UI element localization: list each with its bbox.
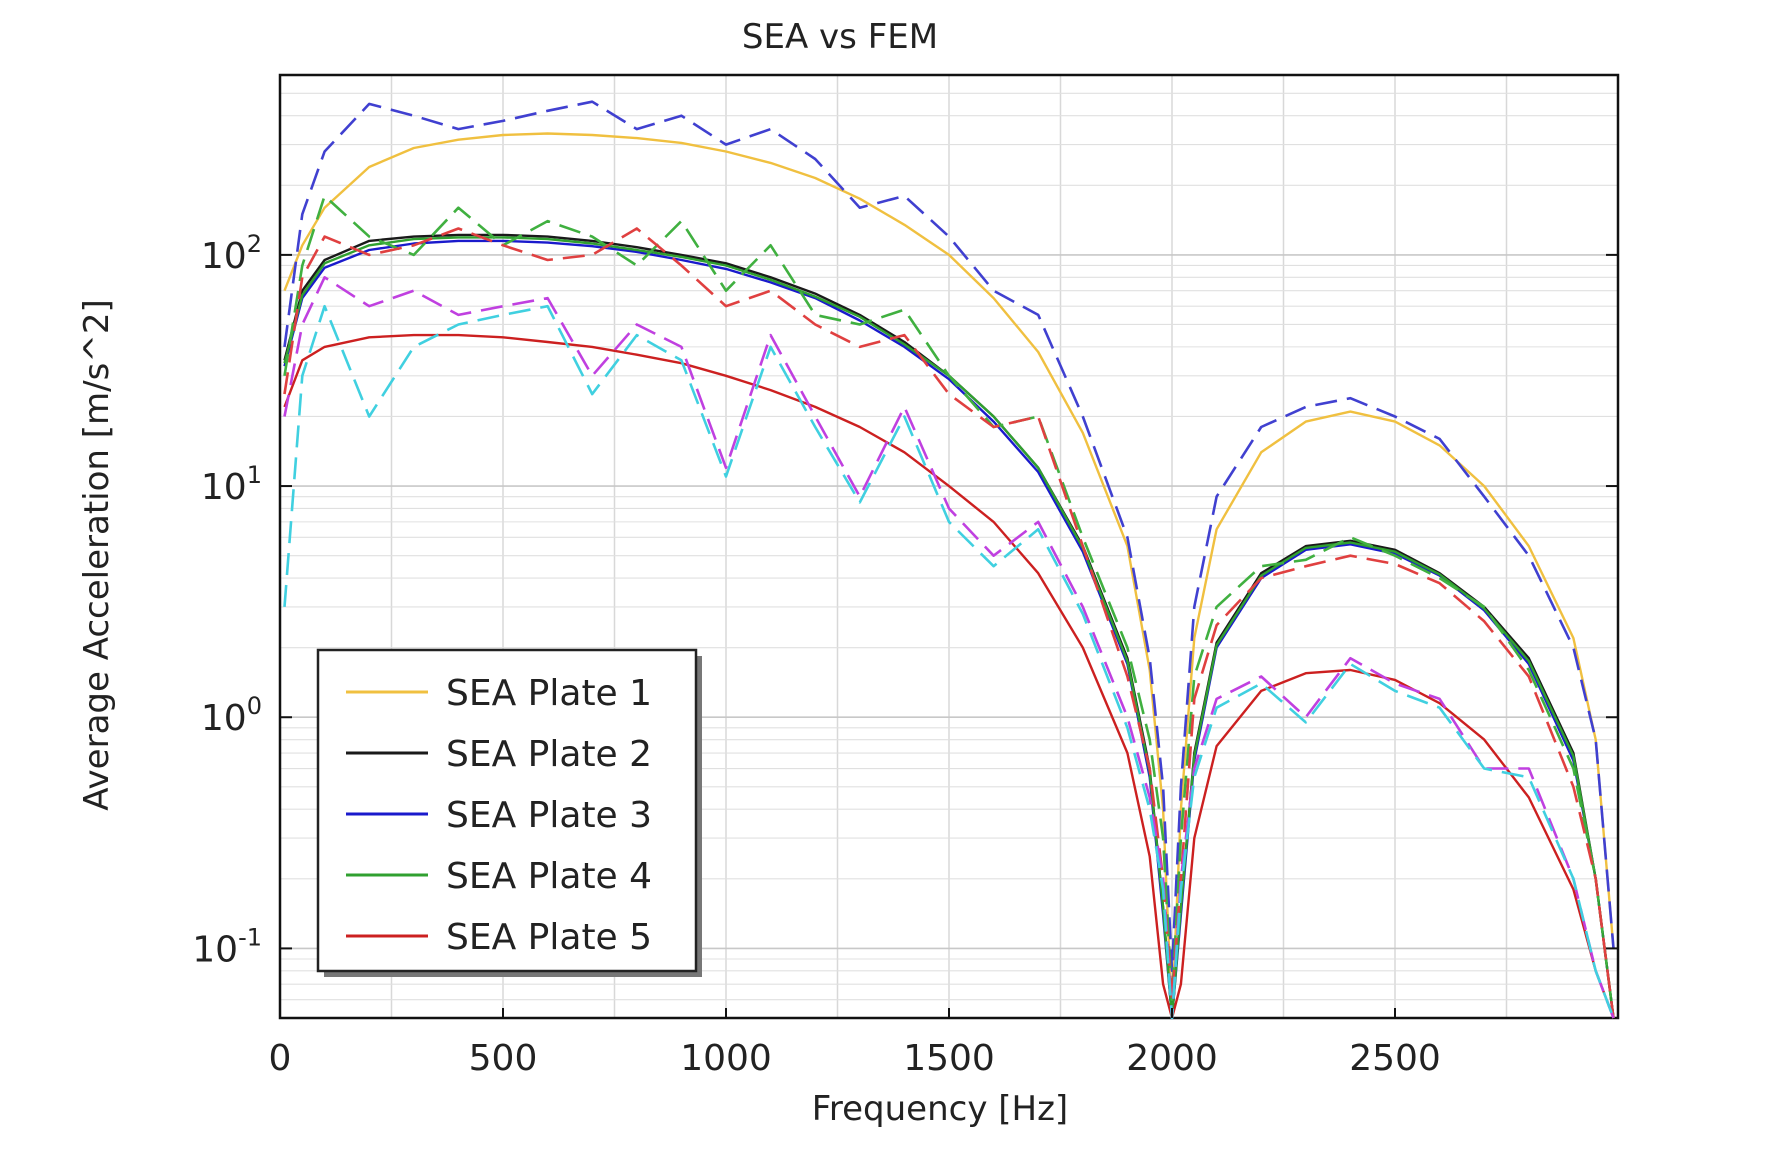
legend-entry: SEA Plate 4 [446, 856, 652, 897]
legend-entry: SEA Plate 5 [446, 917, 652, 958]
x-axis-ticks: 0 500 1000 1500 2000 2500 [269, 1008, 1441, 1079]
y-tick-label: 102 [201, 230, 262, 277]
x-tick-label: 2000 [1126, 1038, 1218, 1079]
x-tick-label: 500 [469, 1038, 538, 1079]
y-tick-label: 100 [201, 692, 262, 739]
series-line-1 [283, 132, 1615, 1020]
chart-title: SEA vs FEM [742, 17, 938, 57]
x-tick-label: 2500 [1349, 1038, 1441, 1079]
y-axis-ticks: 10-1 100 101 102 [192, 230, 1618, 970]
series-line-8 [283, 227, 1615, 1019]
series-line-5 [283, 333, 1615, 1020]
series-line-6 [283, 100, 1615, 973]
series-layer [283, 100, 1615, 1020]
x-tick-label: 1500 [903, 1038, 995, 1079]
x-tick-label: 0 [269, 1038, 292, 1079]
series-line-4 [283, 236, 1615, 1020]
y-tick-label: 10-1 [192, 923, 262, 970]
legend-entry: SEA Plate 1 [446, 673, 652, 714]
legend-entry: SEA Plate 3 [446, 795, 652, 836]
legend: SEA Plate 1 SEA Plate 2 SEA Plate 3 SEA Pla… [316, 648, 702, 977]
legend-entry: SEA Plate 2 [446, 734, 652, 775]
x-tick-label: 1000 [680, 1038, 772, 1079]
series-line-9 [283, 275, 1615, 1020]
y-axis-label: Average Acceleration [m/s^2] [77, 299, 117, 810]
x-axis-label: Frequency [Hz] [812, 1089, 1068, 1129]
series-line-10 [283, 304, 1615, 1020]
y-tick-label: 101 [201, 461, 262, 508]
series-line-3 [283, 239, 1615, 1020]
legend-box [316, 648, 698, 973]
